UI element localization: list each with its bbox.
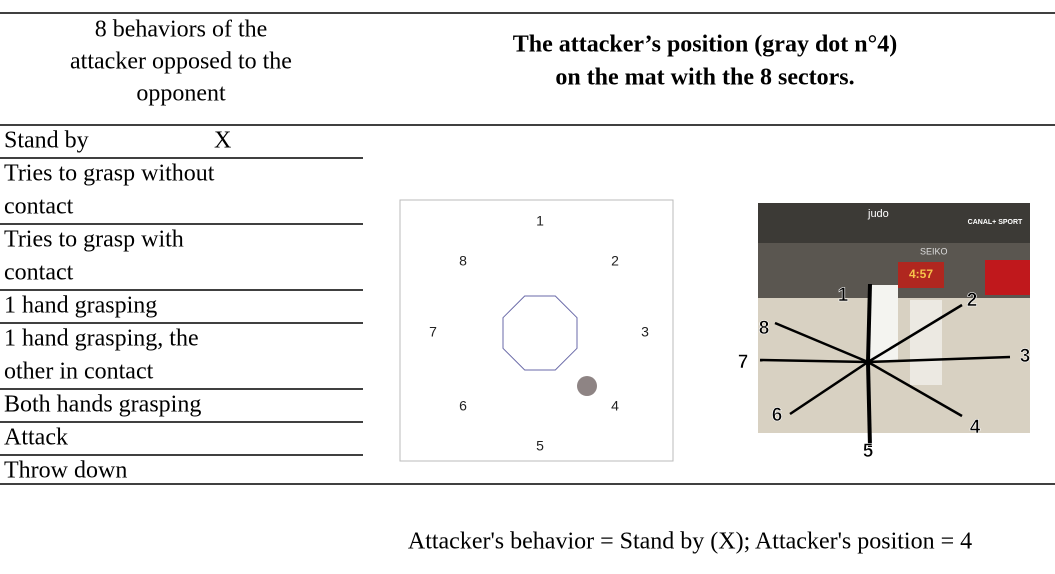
sector-label: 4 <box>611 398 619 414</box>
octagon <box>502 295 578 371</box>
sector-label: 3 <box>641 324 649 340</box>
mat-frame <box>399 199 674 462</box>
sector-label: 6 <box>772 405 783 426</box>
header-right: on the mat with the 8 sectors. <box>555 65 854 91</box>
sector-label: 2 <box>967 290 978 311</box>
sector-label: 5 <box>536 438 544 454</box>
sector-label: 1 <box>536 213 544 229</box>
sector-label: 4 <box>970 417 981 438</box>
judoka <box>910 300 942 385</box>
photo-overlay: SEIKO <box>920 246 948 256</box>
crowd <box>758 203 1030 243</box>
sector-line <box>867 355 1011 364</box>
behavior-text: 1 hand grasping <box>4 293 157 319</box>
behavior-text: 1 hand grasping, the <box>4 326 199 352</box>
behavior-text: Attack <box>4 425 68 451</box>
photo-overlay: judo <box>867 208 889 220</box>
photo: judo SEIKO CANAL+ SPORT 4:57 <box>758 203 1030 433</box>
header-left: 8 behaviors of the <box>95 17 268 43</box>
behavior-text: contact <box>4 260 74 286</box>
sector-label: 5 <box>863 441 874 462</box>
sector-label: 2 <box>611 253 619 269</box>
header-right: The attacker’s position (gray dot n°4) <box>513 32 897 58</box>
mat-diagram <box>399 199 674 462</box>
behavior-text: Tries to grasp without <box>4 161 215 187</box>
sector-line <box>789 360 869 416</box>
sector-label: 8 <box>459 253 467 269</box>
sector-line <box>866 361 872 448</box>
sector-line <box>866 283 872 363</box>
sector-label: 7 <box>738 352 749 373</box>
behavior-text: Both hands grasping <box>4 392 201 418</box>
sector-label: 6 <box>459 398 467 414</box>
sector-line <box>759 358 869 364</box>
sector-label: 1 <box>838 285 849 306</box>
behavior-text: other in contact <box>4 359 154 385</box>
behavior-text: contact <box>4 194 74 220</box>
sector-label: 3 <box>1020 346 1031 367</box>
banner <box>985 260 1030 295</box>
attacker-dot <box>577 376 597 396</box>
header-left: opponent <box>136 81 226 107</box>
sector-line <box>774 321 869 364</box>
sector-label: 7 <box>429 324 437 340</box>
sector-line <box>867 360 963 418</box>
behavior-text: Tries to grasp with <box>4 227 184 253</box>
behavior-mark: X <box>214 128 231 154</box>
header-left: attacker opposed to the <box>70 49 292 75</box>
behavior-text: Throw down <box>4 458 127 484</box>
photo-overlay: CANAL+ SPORT <box>968 219 1023 226</box>
behavior-text: Stand by <box>4 128 89 154</box>
photo-overlay: 4:57 <box>909 267 933 281</box>
judoka <box>868 285 898 360</box>
caption: Attacker's behavior = Stand by (X); Atta… <box>408 529 972 555</box>
sector-line <box>867 303 963 364</box>
scoreboard <box>898 262 944 288</box>
sector-label: 8 <box>759 318 770 339</box>
